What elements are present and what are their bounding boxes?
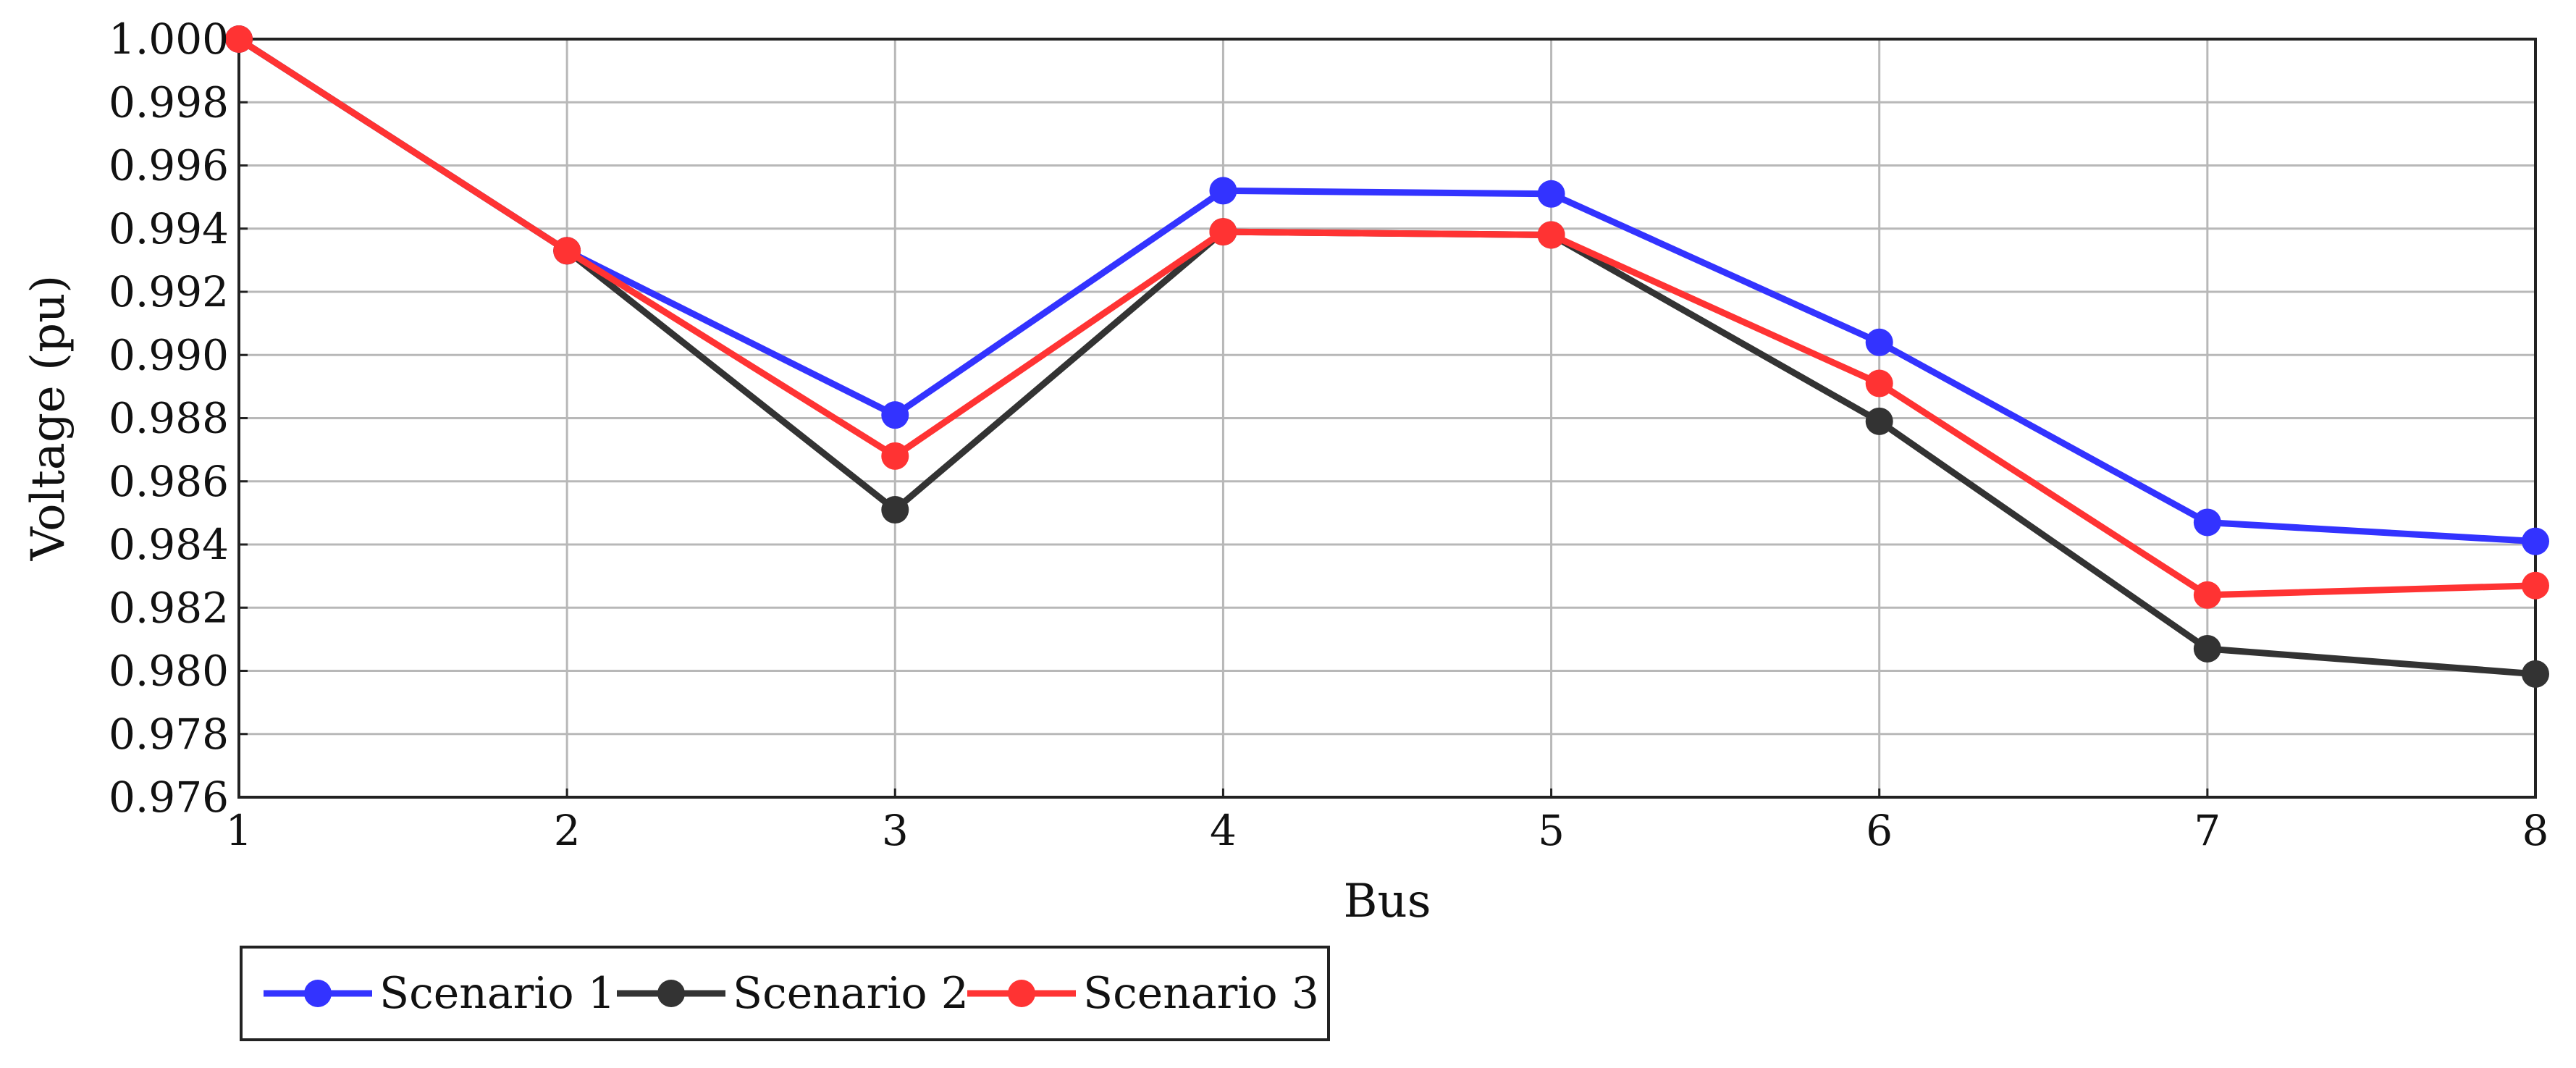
data-point [2522, 527, 2549, 555]
data-point [881, 401, 909, 429]
x-tick-label: 3 [882, 806, 909, 855]
data-point [553, 237, 581, 265]
series-1 [225, 25, 2549, 555]
y-tick-label: 0.984 [109, 520, 229, 569]
y-tick-label: 0.980 [109, 647, 229, 696]
y-tick-label: 0.976 [109, 773, 229, 822]
x-tick-label: 2 [554, 806, 581, 855]
series-line [237, 36, 2536, 599]
data-point [1209, 177, 1237, 205]
x-tick-label: 7 [2194, 806, 2221, 855]
data-point [1865, 328, 1893, 356]
series-line [237, 36, 2536, 678]
y-tick-label: 0.982 [109, 583, 229, 632]
data-point [2522, 571, 2549, 600]
plot-frame [237, 38, 2537, 799]
data-point [2193, 508, 2221, 537]
series-line [237, 36, 2536, 545]
x-tick-label: 1 [226, 806, 253, 855]
legend: Scenario 1 Scenario 2 Scenario 3 [240, 946, 1330, 1041]
x-tick-label: 8 [2522, 806, 2549, 855]
data-point [2193, 581, 2221, 609]
y-tick-label: 0.988 [109, 394, 229, 443]
x-tick-label: 5 [1538, 806, 1565, 855]
y-tick-label: 0.996 [109, 141, 229, 190]
legend-swatch-marker [304, 980, 332, 1007]
legend-box [240, 946, 1330, 1041]
legend-items: Scenario 1 Scenario 2 Scenario 3 [264, 968, 1319, 1019]
series-layer [225, 25, 2549, 688]
data-point [1865, 369, 1893, 398]
legend-label: Scenario 2 [733, 968, 969, 1019]
y-tick-label: 0.986 [109, 457, 229, 506]
data-point [881, 496, 909, 524]
y-tick-label: 1.000 [109, 14, 229, 64]
tick-labels: 0.976 0.978 0.980 0.982 0.984 0.986 0.988 0.990… [109, 14, 2549, 855]
series-3 [225, 25, 2549, 609]
legend-item: Scenario 2 [617, 968, 969, 1019]
legend-item: Scenario 1 [264, 968, 615, 1019]
y-axis-label: Voltage (pu) [22, 275, 75, 562]
legend-item: Scenario 3 [967, 968, 1319, 1019]
y-tick-label: 0.994 [109, 204, 229, 253]
data-point [1865, 407, 1893, 435]
legend-swatch-marker [1008, 980, 1035, 1007]
legend-label: Scenario 3 [1083, 968, 1319, 1019]
x-axis-label: Bus [1343, 875, 1431, 928]
data-point [2193, 634, 2221, 663]
data-point [1537, 221, 1565, 249]
grid [237, 38, 2537, 799]
y-tick-label: 0.990 [109, 330, 229, 379]
x-tick-label: 6 [1866, 806, 1893, 855]
data-point [225, 25, 253, 53]
y-tick-label: 0.978 [109, 710, 229, 759]
legend-swatch-marker [657, 980, 685, 1007]
legend-label: Scenario 1 [379, 968, 615, 1019]
data-point [1209, 218, 1237, 246]
y-tick-label: 0.998 [109, 77, 229, 127]
data-point [881, 442, 909, 470]
data-point [1537, 180, 1565, 208]
y-tick-label: 0.992 [109, 267, 229, 316]
x-tick-label: 4 [1210, 806, 1237, 855]
data-point [2522, 660, 2549, 688]
